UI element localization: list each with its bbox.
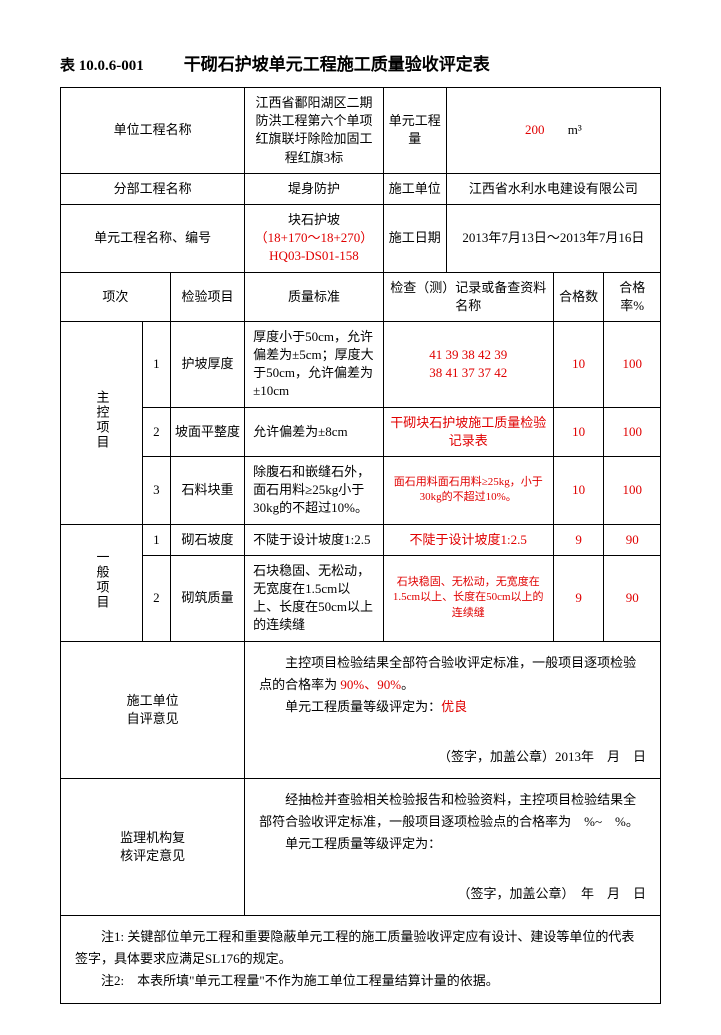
group-general: 一般项目 <box>61 524 143 641</box>
val-date: 2013年7月13日～2013年7月16日 <box>446 204 660 272</box>
row1-std: 厚度小于50cm，允许偏差为±5cm；厚度大于50cm，允许偏差为±10cm <box>245 321 384 407</box>
op1-l2a: 单元工程质量等级评定为： <box>259 699 441 714</box>
label-self-opinion: 施工单位 自评意见 <box>61 641 245 778</box>
row3-rec: 面石用料面石用料≥25kg，小于30kg的不超过10%。 <box>383 457 553 525</box>
qty-unit: m³ <box>568 122 582 137</box>
group-main: 主控项目 <box>61 321 143 524</box>
footnotes: 注1: 关键部位单元工程和重要隐蔽单元工程的施工质量验收评定应有设计、建设等单位… <box>60 916 661 1003</box>
label-unit-qty: 单元工程量 <box>383 88 446 174</box>
row5-pass: 9 <box>553 555 604 641</box>
row5-std: 石块稳固、无松动，无宽度在1.5cm以上、长度在50cm以上的连续缝 <box>245 555 384 641</box>
row2-std: 允许偏差为±8cm <box>245 407 384 456</box>
table-number: 表 10.0.6-001 <box>60 54 144 75</box>
op1-l1a: 主控项目检验结果全部符合验收评定标准，一般项目逐项检验点的合格率为 <box>259 655 636 692</box>
val-self-opinion: 主控项目检验结果全部符合验收评定标准，一般项目逐项检验点的合格率为 90%、90… <box>245 641 661 778</box>
row4-std: 不陡于设计坡度1:2.5 <box>245 524 384 555</box>
table-title: 干砌石护坡单元工程施工质量验收评定表 <box>184 50 490 75</box>
row3-rate: 100 <box>604 457 661 525</box>
row4-rec: 不陡于设计坡度1:2.5 <box>383 524 553 555</box>
unit-name-line1: 块石护坡 <box>288 212 340 227</box>
op1-l2b: 优良 <box>441 699 467 714</box>
hd-item: 检验项目 <box>170 272 244 321</box>
row3-pass: 10 <box>553 457 604 525</box>
hd-std: 质量标准 <box>245 272 384 321</box>
row4-pass: 9 <box>553 524 604 555</box>
evaluation-table: 单位工程名称 江西省鄱阳湖区二期防洪工程第六个单项红旗联圩除险加固工程红旗3标 … <box>60 87 661 916</box>
unit-name-line3: HQ03-DS01-158 <box>269 248 359 263</box>
label-date: 施工日期 <box>383 204 446 272</box>
val-unit-project: 江西省鄱阳湖区二期防洪工程第六个单项红旗联圩除险加固工程红旗3标 <box>245 88 384 174</box>
val-sub-project: 堤身防护 <box>245 173 384 204</box>
row4-rate: 90 <box>604 524 661 555</box>
row5-n: 2 <box>142 555 170 641</box>
row2-rate: 100 <box>604 407 661 456</box>
val-unit-name-no: 块石护坡 （18+170～18+270） HQ03-DS01-158 <box>245 204 384 272</box>
op2-l1: 经抽检并查验相关检验报告和检验资料，主控项目检验结果全部符合验收评定标准，一般项… <box>259 792 639 829</box>
op2-l2: 单元工程质量等级评定为： <box>259 836 441 851</box>
note-1: 注1: 关键部位单元工程和重要隐蔽单元工程的施工质量验收评定应有设计、建设等单位… <box>75 926 646 970</box>
op1-l1c: 。 <box>401 677 414 692</box>
row1-rate: 100 <box>604 321 661 407</box>
hd-rate: 合格率% <box>604 272 661 321</box>
row3-std: 除腹石和嵌缝石外，面石用料≥25kg小于30kg的不超过10%。 <box>245 457 384 525</box>
row1-n: 1 <box>142 321 170 407</box>
hd-seq: 项次 <box>61 272 171 321</box>
label-sub-project: 分部工程名称 <box>61 173 245 204</box>
row4-item: 砌石坡度 <box>170 524 244 555</box>
row3-item: 石料块重 <box>170 457 244 525</box>
label-contractor: 施工单位 <box>383 173 446 204</box>
row2-item: 坡面平整度 <box>170 407 244 456</box>
row1-pass: 10 <box>553 321 604 407</box>
row5-item: 砌筑质量 <box>170 555 244 641</box>
label-unit-project: 单位工程名称 <box>61 88 245 174</box>
val-supervise-opinion: 经抽检并查验相关检验报告和检验资料，主控项目检验结果全部符合验收评定标准，一般项… <box>245 778 661 915</box>
val-contractor: 江西省水利水电建设有限公司 <box>446 173 660 204</box>
val-unit-qty: 200 m³ <box>446 88 660 174</box>
hd-rec: 检查（测）记录或备查资料名称 <box>383 272 553 321</box>
row5-rate: 90 <box>604 555 661 641</box>
row2-rec: 干砌块石护坡施工质量检验记录表 <box>383 407 553 456</box>
row1-rec: 41 39 38 42 39 38 41 37 37 42 <box>383 321 553 407</box>
row4-n: 1 <box>142 524 170 555</box>
hd-pass: 合格数 <box>553 272 604 321</box>
label-supervise-opinion: 监理机构复 核评定意见 <box>61 778 245 915</box>
qty-number: 200 <box>525 122 545 137</box>
op1-sign: （签字，加盖公章）2013年 月 日 <box>259 746 646 768</box>
op2-sign: （签字，加盖公章） 年 月 日 <box>259 883 646 905</box>
row2-pass: 10 <box>553 407 604 456</box>
label-unit-name-no: 单元工程名称、编号 <box>61 204 245 272</box>
row5-rec: 石块稳固、无松动，无宽度在1.5cm以上、长度在50cm以上的连续缝 <box>383 555 553 641</box>
op1-l1b: 90%、90% <box>340 677 401 692</box>
row3-n: 3 <box>142 457 170 525</box>
note-2: 注2: 本表所填"单元工程量"不作为施工单位工程量结算计量的依据。 <box>75 970 646 992</box>
row1-item: 护坡厚度 <box>170 321 244 407</box>
row2-n: 2 <box>142 407 170 456</box>
unit-name-line2: （18+170～18+270） <box>255 230 374 245</box>
